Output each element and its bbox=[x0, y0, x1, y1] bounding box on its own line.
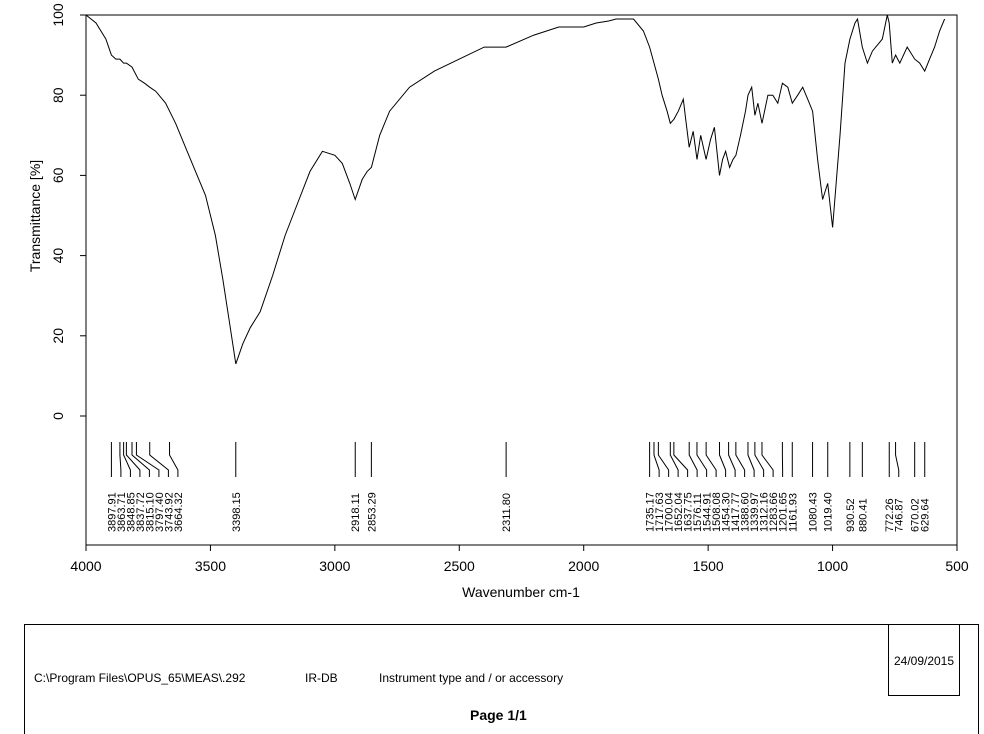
peak-marker-line bbox=[124, 442, 131, 477]
plot-frame bbox=[86, 15, 957, 545]
y-axis-label: Transmittance [%] bbox=[27, 160, 43, 272]
date-box: 24/09/2015 bbox=[888, 624, 960, 696]
x-tick-label: 2000 bbox=[568, 558, 599, 574]
x-axis: 4000 3500 3000 2500 2000 1500 1000 500 bbox=[70, 545, 968, 574]
y-tick-label: 100 bbox=[50, 3, 66, 27]
peak-marker-line bbox=[658, 442, 668, 477]
peak-marker-line bbox=[120, 442, 121, 477]
peak-marker-line bbox=[132, 442, 149, 477]
x-axis-label: Wavenumber cm-1 bbox=[462, 584, 580, 600]
x-tick-label: 3500 bbox=[195, 558, 226, 574]
peak-label: 1080.43 bbox=[808, 492, 820, 532]
peak-label: 930.52 bbox=[845, 498, 857, 532]
peak-marker-line bbox=[706, 442, 716, 477]
x-tick-label: 1500 bbox=[693, 558, 724, 574]
peak-label: 1161.93 bbox=[787, 493, 799, 532]
footer-database: IR-DB bbox=[305, 671, 338, 685]
peak-label: 746.87 bbox=[894, 498, 906, 532]
peak-marker-line bbox=[697, 442, 707, 477]
footer-page-number: Page 1/1 bbox=[470, 707, 527, 723]
footer-date: 24/09/2015 bbox=[894, 654, 954, 668]
peak-marker-line bbox=[689, 442, 697, 477]
peak-label: 629.64 bbox=[920, 498, 932, 532]
y-tick-label: 40 bbox=[50, 248, 66, 264]
peak-marker-line bbox=[170, 442, 178, 477]
x-tick-label: 4000 bbox=[70, 558, 101, 574]
peak-label: 2311.80 bbox=[501, 493, 513, 532]
peak-marker-line bbox=[729, 442, 736, 477]
peak-marker-line bbox=[896, 442, 899, 477]
peak-marker-line bbox=[736, 442, 745, 477]
x-tick-label: 500 bbox=[945, 558, 969, 574]
peak-label: 2918.11 bbox=[350, 493, 362, 532]
spectrum-line bbox=[86, 15, 945, 364]
y-axis: 0 20 40 60 80 100 bbox=[50, 3, 86, 420]
ir-spectrum-chart: 0 20 40 60 80 100 4000 3500 3000 2500 2000 1500 100… bbox=[0, 0, 984, 620]
y-tick-label: 80 bbox=[50, 87, 66, 103]
y-tick-label: 60 bbox=[50, 167, 66, 183]
peak-label: 2853.29 bbox=[366, 492, 378, 532]
peak-label: 1019.40 bbox=[823, 492, 835, 532]
peak-marker-line bbox=[674, 442, 688, 477]
peak-marker-line bbox=[720, 442, 726, 477]
peak-label: 3664.32 bbox=[173, 492, 185, 532]
peak-markers: 3897.913863.713848.853837.723815.103797.… bbox=[106, 442, 931, 532]
footer-file-path: C:\Program Files\OPUS_65\MEAS\.292 bbox=[34, 671, 245, 685]
peak-label: 3398.15 bbox=[231, 492, 243, 532]
x-tick-label: 2500 bbox=[444, 558, 475, 574]
y-tick-label: 20 bbox=[50, 328, 66, 344]
peak-marker-line bbox=[748, 442, 754, 477]
peak-label: 880.41 bbox=[857, 498, 869, 532]
x-tick-label: 1000 bbox=[817, 558, 848, 574]
x-tick-label: 3000 bbox=[319, 558, 350, 574]
footer-instrument: Instrument type and / or accessory bbox=[379, 671, 563, 685]
y-tick-label: 0 bbox=[50, 412, 66, 420]
